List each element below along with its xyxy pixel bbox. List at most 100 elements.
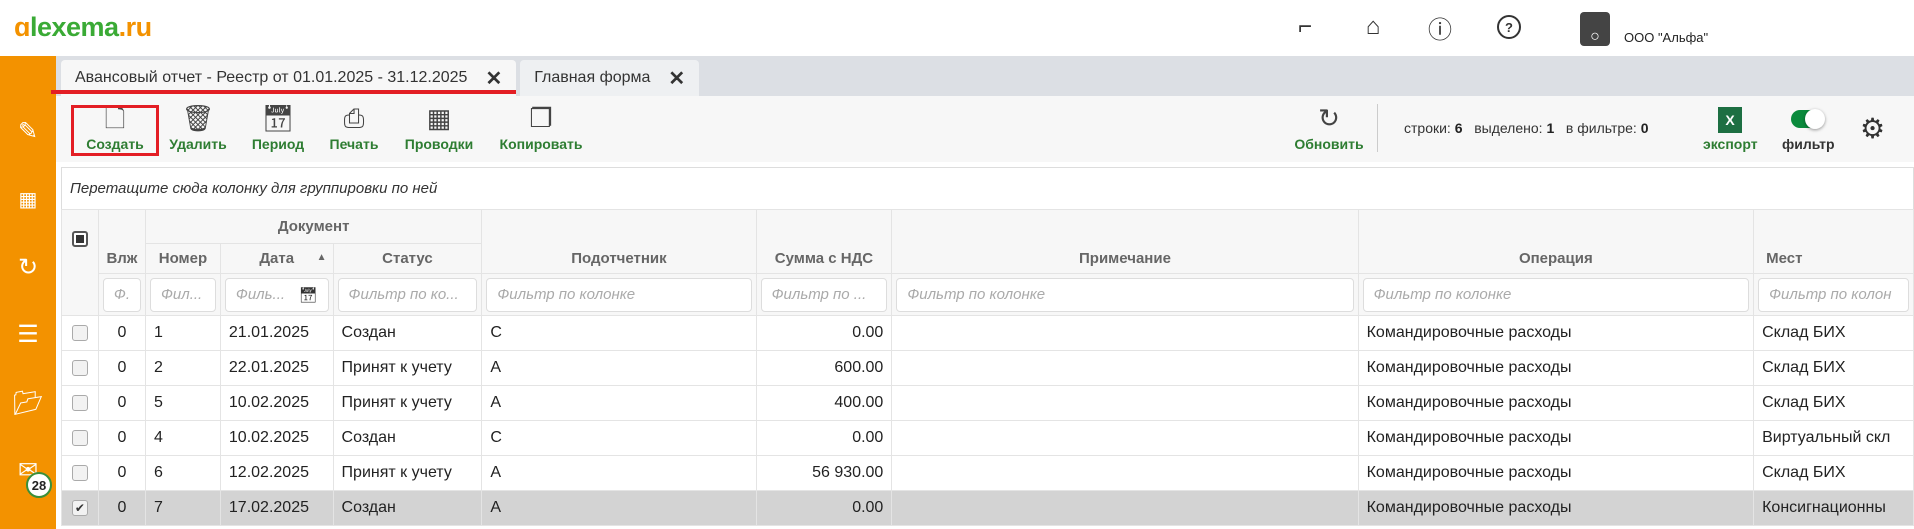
pencil-icon[interactable]: ✎: [17, 117, 39, 145]
cell-op: Командировочные расходы: [1357, 350, 1755, 386]
cell-note: [891, 455, 1359, 491]
column-filter-input[interactable]: Фильтр по колонке: [1362, 277, 1750, 312]
trash-icon: 🗑︎: [181, 103, 215, 133]
table-row[interactable]: 0 2 22.01.2025 Принят к учету А 600.00 Команди…: [61, 350, 1914, 386]
column-filter-input[interactable]: Филь... 📅︎: [224, 277, 329, 312]
column-filter-input[interactable]: Фильтр по колон: [1758, 277, 1909, 312]
cell-num: 6: [144, 455, 221, 491]
period-button[interactable]: 📅︎ Период: [251, 103, 305, 152]
table-row[interactable]: 0 6 12.02.2025 Принят к учету А 56 930.00 Кома…: [61, 455, 1914, 491]
excel-icon[interactable]: X: [1718, 107, 1742, 133]
row-checkbox[interactable]: ✔: [71, 499, 88, 516]
scroll-icon[interactable]: ⌐: [1297, 13, 1312, 40]
cell-sum: 600.00: [755, 350, 893, 386]
cell-person: А: [481, 490, 757, 526]
cell-place: Консигнационны: [1753, 490, 1914, 526]
info-icon[interactable]: ⓘ: [1428, 16, 1452, 44]
delete-button[interactable]: 🗑︎ Удалить: [169, 103, 227, 152]
column-filter-input[interactable]: Фильтр по ко...: [337, 277, 478, 312]
sync-icon[interactable]: ↻: [17, 253, 39, 281]
selected-count: 1: [1546, 120, 1555, 136]
row-select-cell: [61, 350, 99, 386]
select-all-cell: [61, 209, 99, 316]
cell-date: 17.02.2025: [219, 490, 334, 526]
mail-badge: 28: [26, 472, 52, 498]
row-select-cell: [61, 385, 99, 421]
row-select-cell: [61, 455, 99, 491]
column-filter-input[interactable]: Фильтр по колонке: [486, 277, 752, 312]
gear-icon[interactable]: ⚙: [1860, 113, 1886, 144]
col-place[interactable]: Мест: [1753, 209, 1914, 274]
table-row[interactable]: 0 1 21.01.2025 Создан С 0.00 Командировочные р…: [61, 315, 1914, 351]
column-filter-input[interactable]: Фил...: [149, 277, 216, 312]
filter-cell: Фильтр по колонке: [891, 273, 1359, 316]
cell-place: Склад БИХ: [1753, 385, 1914, 421]
filter-toggle[interactable]: [1791, 109, 1825, 129]
calendar-icon[interactable]: 📅︎: [298, 286, 318, 304]
col-operation[interactable]: Операция: [1357, 209, 1755, 274]
cell-num: 5: [144, 385, 221, 421]
row-checkbox[interactable]: [71, 464, 88, 481]
col-status[interactable]: Статус: [332, 243, 483, 274]
cell-num: 7: [144, 490, 221, 526]
filter-cell: Фильтр по колонке: [481, 273, 757, 316]
refresh-button[interactable]: ↻ Обновить: [1294, 103, 1364, 152]
tab-label: Авансовый отчет - Реестр от 01.01.2025 -…: [75, 69, 468, 86]
tab-main-form[interactable]: Главная форма ✕: [520, 60, 700, 96]
create-button[interactable]: 🗋︎ Создать: [86, 103, 144, 152]
col-sum[interactable]: Сумма с НДС: [755, 209, 893, 274]
cell-status: Создан: [332, 315, 483, 351]
home-icon[interactable]: ⌂: [1365, 13, 1381, 40]
cell-date: 10.02.2025: [219, 420, 334, 456]
export-button[interactable]: экспорт: [1703, 136, 1758, 152]
qr-icon[interactable]: ▦: [18, 188, 38, 211]
cell-sum: 400.00: [755, 385, 893, 421]
row-checkbox[interactable]: [71, 359, 88, 376]
column-filter-input[interactable]: Ф.: [102, 277, 141, 312]
toolbar: [56, 96, 1914, 162]
tab-strip: Авансовый отчет - Реестр от 01.01.2025 -…: [51, 60, 700, 96]
row-checkbox[interactable]: [71, 429, 88, 446]
table-row[interactable]: ✔ 0 7 17.02.2025 Создан А 0.00 Командировочные …: [61, 490, 1914, 526]
cell-status: Создан: [332, 420, 483, 456]
col-date[interactable]: Дата ▲: [219, 243, 334, 274]
column-filter-input[interactable]: Фильтр по ...: [760, 277, 888, 312]
cell-date: 12.02.2025: [219, 455, 334, 491]
close-icon[interactable]: ✕: [485, 67, 503, 90]
col-person[interactable]: Подотчетник: [481, 209, 757, 274]
cell-vlzh: 0: [97, 350, 146, 386]
filter-cell: Фил...: [144, 273, 221, 316]
row-checkbox[interactable]: [71, 394, 88, 411]
cell-vlzh: 0: [97, 420, 146, 456]
download-list-icon[interactable]: ☰: [17, 320, 39, 348]
select-all-checkbox[interactable]: [71, 231, 88, 248]
close-icon[interactable]: ✕: [668, 67, 686, 90]
print-button[interactable]: ⎙ Печать: [329, 103, 379, 152]
filter-cell: Фильтр по колонке: [1357, 273, 1755, 316]
copy-button[interactable]: ❐ Копировать: [499, 103, 583, 152]
postings-button[interactable]: ▦ Проводки: [404, 103, 474, 152]
row-checkbox[interactable]: [71, 324, 88, 341]
group-panel[interactable]: Перетащите сюда колонку для группировки …: [61, 167, 1914, 209]
help-icon[interactable]: ?: [1494, 12, 1524, 42]
cell-status: Принят к учету: [332, 455, 483, 491]
organization-name[interactable]: ООО "Альфа": [1624, 30, 1709, 45]
col-note[interactable]: Примечание: [891, 209, 1359, 274]
cell-person: А: [481, 385, 757, 421]
cell-vlzh: 0: [97, 490, 146, 526]
data-grid: Влж Документ Подотчетник Сумма с НДС При…: [61, 209, 1914, 526]
group-header-document: Документ: [144, 209, 483, 244]
sidebar: [0, 56, 56, 529]
table-row[interactable]: 0 4 10.02.2025 Создан С 0.00 Командировочные р…: [61, 420, 1914, 456]
folder-icon[interactable]: 📂︎: [12, 389, 44, 417]
col-number[interactable]: Номер: [144, 243, 221, 274]
lexema-logo[interactable]: ɑlexema.ru: [14, 12, 152, 42]
rows-count: 6: [1454, 120, 1463, 136]
tab-advance-report[interactable]: Авансовый отчет - Реестр от 01.01.2025 -…: [51, 60, 517, 96]
cell-vlzh: 0: [97, 455, 146, 491]
table-row[interactable]: 0 5 10.02.2025 Принят к учету А 400.00 Команди…: [61, 385, 1914, 421]
user-avatar[interactable]: ○: [1580, 12, 1610, 46]
divider: [1377, 104, 1378, 152]
column-filter-input[interactable]: Фильтр по колонке: [896, 277, 1354, 312]
col-vlzh[interactable]: Влж: [97, 209, 146, 274]
